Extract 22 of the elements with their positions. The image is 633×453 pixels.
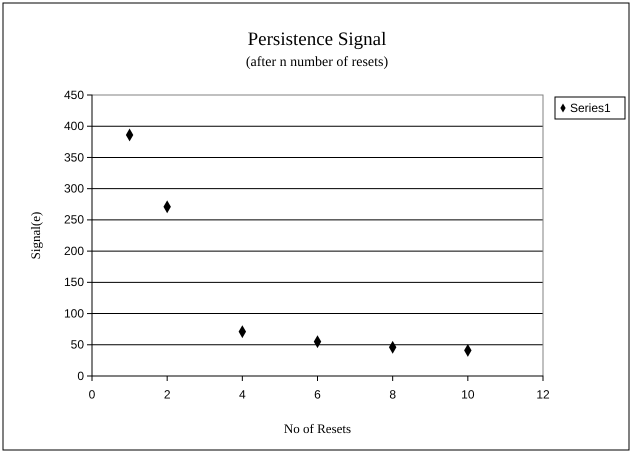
x-tick-label: 6 [314, 387, 322, 402]
x-tick-label: 8 [389, 387, 396, 402]
chart-subtitle: (after n number of resets) [246, 55, 388, 70]
x-tick-label: 0 [88, 387, 96, 402]
y-axis-title: Signal(e) [28, 212, 43, 260]
x-tick-label: 2 [164, 387, 171, 402]
y-tick-label: 450 [64, 88, 84, 102]
y-tick-label: 150 [64, 275, 84, 290]
y-tick-label: 50 [70, 338, 84, 352]
chart-title: Persistence Signal [248, 29, 386, 50]
y-tick-label: 300 [64, 182, 84, 196]
y-tick-label: 400 [64, 119, 84, 134]
legend-label: Series1 [570, 101, 612, 115]
y-tick-label: 100 [64, 306, 84, 320]
y-tick-label: 350 [64, 150, 84, 164]
y-tick-label: 250 [64, 212, 84, 227]
x-tick-label: 4 [238, 387, 246, 402]
x-axis-title: No of Resets [284, 421, 352, 436]
x-tick-label: 10 [461, 387, 475, 402]
x-tick-label: 12 [536, 387, 550, 402]
y-tick-label: 0 [77, 368, 84, 383]
y-tick-label: 200 [64, 244, 84, 258]
